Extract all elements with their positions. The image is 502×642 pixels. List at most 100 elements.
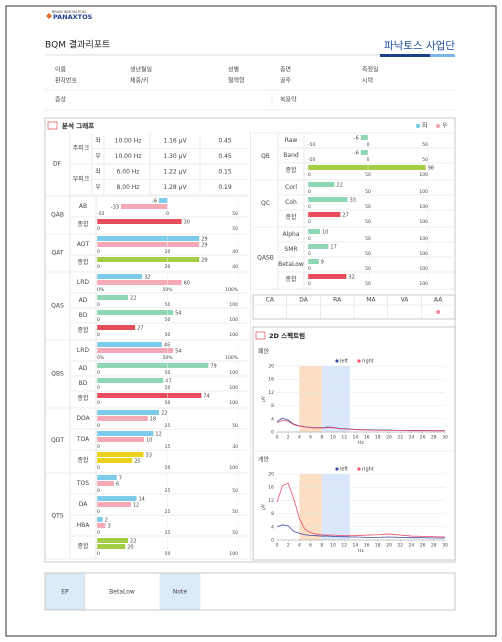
df-freq: 10.00 Hz: [115, 153, 142, 160]
tick-label: 0: [308, 236, 311, 242]
bar-value: 9: [321, 259, 324, 265]
bar: [97, 363, 209, 368]
tick-label: 25: [165, 488, 171, 494]
bar-value: 79: [210, 363, 216, 369]
x-tick-label: 18: [375, 435, 381, 441]
bar-value: 60: [184, 280, 190, 286]
tick-label: 0: [97, 385, 100, 391]
tick-label: 0: [97, 530, 100, 536]
bar: [97, 538, 129, 543]
x-tick-label: 10: [330, 543, 336, 549]
brand-name: PANAXTOS: [53, 13, 93, 21]
item-label: Band: [283, 152, 299, 159]
type-label: DA: [299, 297, 309, 304]
bar-value: 27: [137, 325, 143, 331]
tick-label: 0: [97, 302, 100, 308]
ep-label-cell: [45, 573, 85, 610]
x-tick-label: 24: [409, 543, 415, 549]
legend-swatch: [435, 123, 441, 129]
brand-tagline: BRAIN INNOVATION: [52, 10, 86, 14]
tick-label: 100: [229, 465, 238, 471]
tick-label: 50: [365, 251, 371, 257]
y-tick-label: 4: [271, 416, 274, 422]
bar-value: 74: [203, 393, 209, 399]
chart-title: 폐안: [258, 348, 270, 356]
report-title: BQM 결과리포트: [45, 40, 110, 51]
bar: [97, 452, 144, 457]
item-label: DA: [79, 501, 89, 508]
info-label: 혈액형: [228, 77, 245, 85]
bar-value: 3: [107, 523, 110, 529]
item-label: TOS: [76, 480, 89, 487]
legend-label: 우: [442, 123, 448, 130]
tick-label: 50: [365, 281, 371, 287]
bar-value: 12: [133, 502, 139, 508]
analysis-title: 분석 그래프: [62, 121, 94, 130]
legend-label: left: [340, 359, 348, 365]
tick-label: 100: [229, 400, 238, 406]
x-tick-label: 6: [309, 435, 312, 441]
df-amp: 1.16 μV: [163, 137, 187, 144]
x-tick-label: 24: [409, 435, 415, 441]
bar: [97, 295, 129, 300]
tick-label: 0: [97, 444, 100, 450]
tick-label: 50%: [162, 355, 173, 361]
bar: [97, 310, 174, 315]
tick-label: 0: [97, 465, 100, 471]
legend-label: 좌: [422, 122, 428, 130]
group-label: QC: [261, 200, 270, 207]
item-label: BetaLow: [278, 261, 304, 268]
tick-label: 50: [365, 266, 371, 272]
tick-label: 100: [419, 266, 428, 272]
item-label: TOA: [76, 436, 90, 443]
tick-label: 0: [308, 251, 311, 257]
info-label: 성별: [228, 66, 239, 74]
item-label: 종합: [77, 456, 89, 464]
group-label: QAS: [51, 303, 64, 310]
logo-icon: [46, 13, 52, 19]
bar-value: 12: [155, 431, 161, 437]
page-border: [5, 5, 497, 637]
group-label: QAT: [51, 250, 63, 257]
df-side: 좌: [95, 167, 101, 175]
chart-title: 개안: [258, 456, 270, 464]
y-tick-label: 8: [271, 403, 274, 409]
tick-label: 100: [419, 236, 428, 242]
item-label: 종합: [285, 275, 297, 283]
df-amp: 1.22 μV: [163, 168, 187, 175]
y-tick-label: 16: [268, 377, 274, 383]
info-label: 체중/키: [130, 77, 149, 85]
bar: [97, 348, 174, 353]
tick-label: 50: [165, 385, 171, 391]
bar-value: 14: [138, 496, 144, 502]
bar: [120, 204, 168, 209]
tick-label: 0: [97, 509, 100, 515]
group-label: QDT: [51, 437, 64, 444]
x-tick-label: 22: [397, 543, 403, 549]
item-label: 종합: [77, 258, 89, 266]
tick-label: 25: [165, 530, 171, 536]
tick-label: 50: [232, 423, 238, 429]
tick-label: 50: [165, 551, 171, 557]
bar-value: 10: [322, 229, 328, 235]
info-label: 층면: [280, 66, 291, 74]
bar: [360, 135, 368, 140]
tick-label: 50: [165, 317, 171, 323]
bar-value: 10: [146, 437, 152, 443]
tick-label: 0: [97, 249, 100, 255]
bar: [97, 475, 117, 480]
bar: [97, 242, 200, 247]
bar: [308, 212, 341, 217]
item-label: AD: [79, 365, 88, 372]
bar: [97, 458, 133, 463]
tick-label: 20: [165, 249, 171, 255]
x-tick-label: 28: [431, 435, 437, 441]
item-label: 종합: [77, 394, 89, 402]
x-tick-label: 0: [276, 543, 279, 549]
item-label: 종합: [285, 213, 297, 221]
bar-value: 54: [175, 310, 181, 316]
tick-label: 100: [419, 189, 428, 195]
bar-value: 20: [127, 544, 133, 550]
group-label: QBS: [51, 371, 64, 378]
